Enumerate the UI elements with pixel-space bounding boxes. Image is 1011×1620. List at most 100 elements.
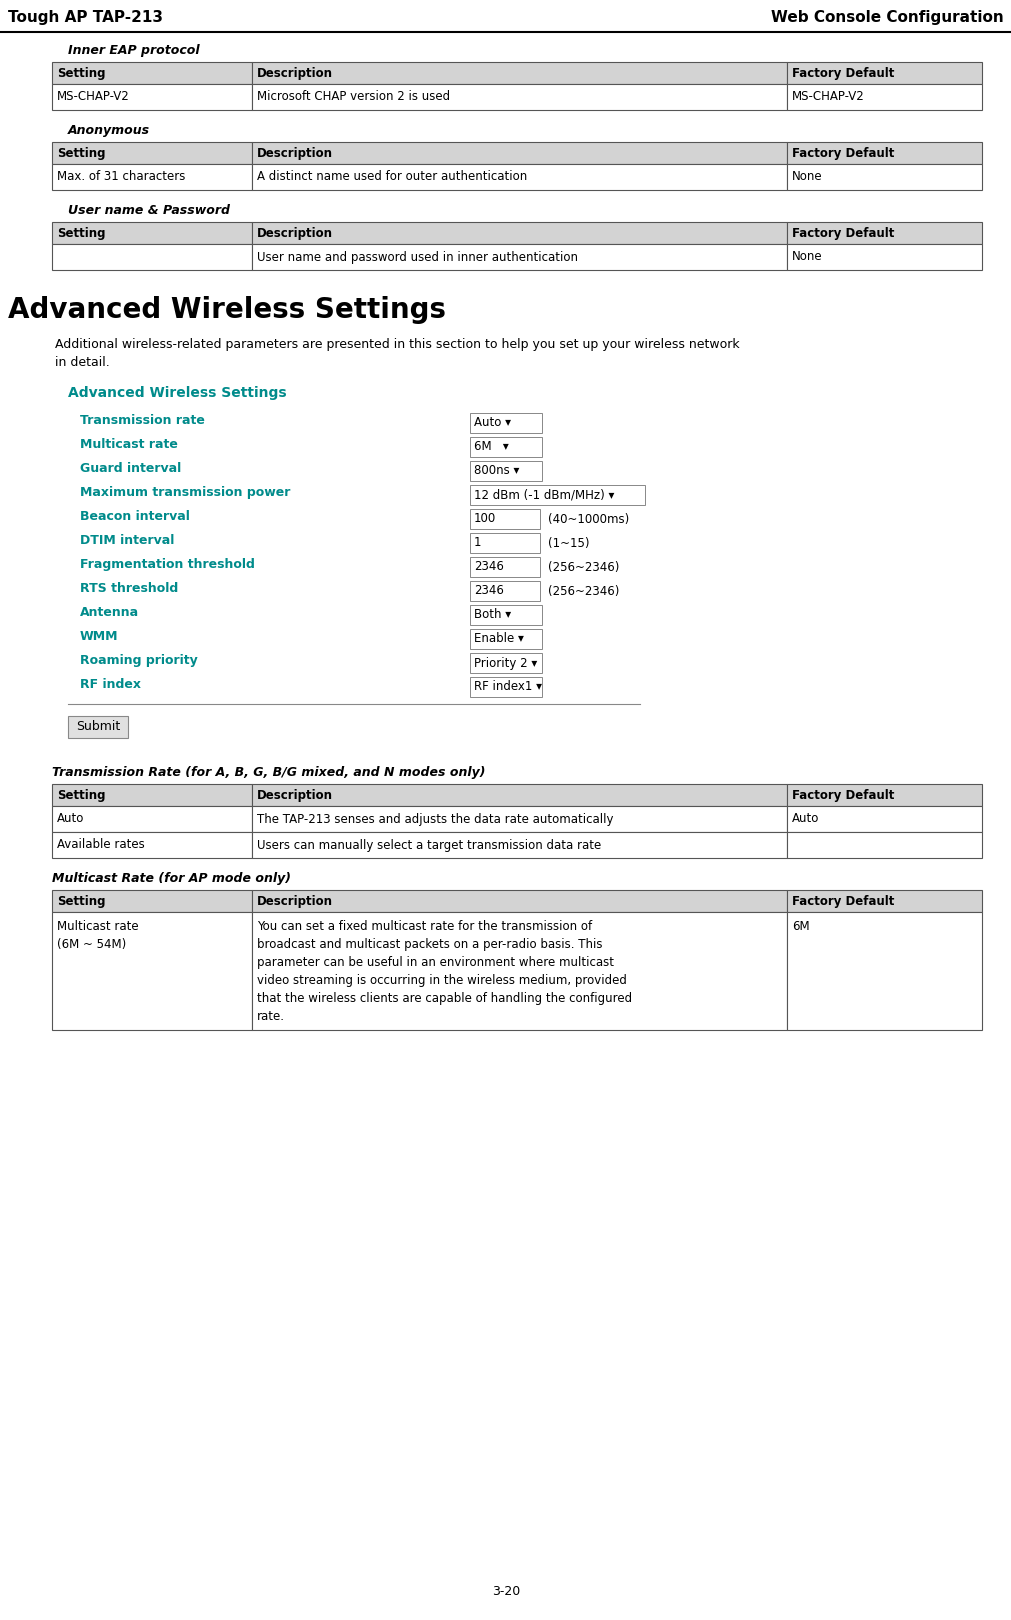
Text: Inner EAP protocol: Inner EAP protocol: [68, 44, 199, 57]
Bar: [469, 484, 644, 505]
Bar: [52, 143, 252, 164]
Text: Transmission rate: Transmission rate: [80, 415, 204, 428]
Text: Web Console Configuration: Web Console Configuration: [770, 10, 1003, 24]
Text: Factory Default: Factory Default: [791, 227, 893, 240]
Text: Available rates: Available rates: [57, 839, 145, 852]
Text: RF index: RF index: [80, 679, 141, 692]
Bar: [786, 912, 981, 1030]
Text: Antenna: Antenna: [80, 606, 139, 619]
Text: 6M: 6M: [791, 920, 809, 933]
Text: Setting: Setting: [57, 227, 105, 240]
Bar: [252, 62, 786, 84]
Text: Setting: Setting: [57, 146, 105, 159]
Bar: [469, 462, 542, 481]
Bar: [252, 245, 786, 271]
Text: RF index1 ▾: RF index1 ▾: [473, 680, 542, 693]
Bar: [469, 629, 542, 650]
Text: Auto: Auto: [791, 813, 818, 826]
Bar: [252, 222, 786, 245]
Text: Setting: Setting: [57, 894, 105, 907]
Bar: [786, 84, 981, 110]
Text: Tough AP TAP-213: Tough AP TAP-213: [8, 10, 163, 24]
Bar: [52, 164, 252, 190]
Text: Beacon interval: Beacon interval: [80, 510, 190, 523]
Text: Advanced Wireless Settings: Advanced Wireless Settings: [68, 386, 286, 400]
Text: in detail.: in detail.: [55, 356, 109, 369]
Text: Multicast Rate (for AP mode only): Multicast Rate (for AP mode only): [52, 872, 291, 885]
Text: DTIM interval: DTIM interval: [80, 535, 174, 548]
Bar: [786, 164, 981, 190]
Bar: [252, 912, 786, 1030]
Text: Description: Description: [257, 66, 333, 79]
Bar: [252, 807, 786, 833]
Bar: [252, 833, 786, 859]
Text: RTS threshold: RTS threshold: [80, 582, 178, 595]
Text: 3-20: 3-20: [491, 1584, 520, 1597]
Text: Additional wireless-related parameters are presented in this section to help you: Additional wireless-related parameters a…: [55, 339, 739, 352]
Text: 1: 1: [473, 536, 481, 549]
Text: You can set a fixed multicast rate for the transmission of
broadcast and multica: You can set a fixed multicast rate for t…: [257, 920, 632, 1022]
Text: Auto: Auto: [57, 813, 84, 826]
Bar: [52, 784, 252, 807]
Bar: [786, 143, 981, 164]
Text: Description: Description: [257, 894, 333, 907]
Text: Factory Default: Factory Default: [791, 894, 893, 907]
Text: Advanced Wireless Settings: Advanced Wireless Settings: [8, 296, 446, 324]
Text: Fragmentation threshold: Fragmentation threshold: [80, 557, 255, 570]
Text: Factory Default: Factory Default: [791, 66, 893, 79]
Text: Description: Description: [257, 789, 333, 802]
Bar: [786, 222, 981, 245]
Text: Max. of 31 characters: Max. of 31 characters: [57, 170, 185, 183]
Bar: [786, 62, 981, 84]
Text: 2346: 2346: [473, 585, 503, 598]
Bar: [52, 889, 252, 912]
Bar: [469, 437, 542, 457]
Bar: [469, 653, 542, 672]
Text: Users can manually select a target transmission data rate: Users can manually select a target trans…: [257, 839, 601, 852]
Text: Factory Default: Factory Default: [791, 789, 893, 802]
Bar: [52, 84, 252, 110]
Text: Microsoft CHAP version 2 is used: Microsoft CHAP version 2 is used: [257, 91, 450, 104]
Bar: [252, 164, 786, 190]
Text: Transmission Rate (for A, B, G, B/G mixed, and N modes only): Transmission Rate (for A, B, G, B/G mixe…: [52, 766, 485, 779]
Bar: [469, 533, 540, 552]
Bar: [52, 807, 252, 833]
Bar: [52, 912, 252, 1030]
Text: The TAP-213 senses and adjusts the data rate automatically: The TAP-213 senses and adjusts the data …: [257, 813, 613, 826]
Text: MS-CHAP-V2: MS-CHAP-V2: [57, 91, 129, 104]
Bar: [52, 245, 252, 271]
Text: (40~1000ms): (40~1000ms): [548, 512, 629, 525]
Text: Roaming priority: Roaming priority: [80, 654, 197, 667]
Text: 100: 100: [473, 512, 495, 525]
Bar: [68, 716, 127, 739]
Text: User name & Password: User name & Password: [68, 204, 229, 217]
Text: MS-CHAP-V2: MS-CHAP-V2: [791, 91, 863, 104]
Text: Auto ▾: Auto ▾: [473, 416, 511, 429]
Text: Setting: Setting: [57, 66, 105, 79]
Text: Multicast rate
(6M ~ 54M): Multicast rate (6M ~ 54M): [57, 920, 139, 951]
Bar: [252, 784, 786, 807]
Bar: [52, 62, 252, 84]
Text: 6M   ▾: 6M ▾: [473, 441, 509, 454]
Text: Maximum transmission power: Maximum transmission power: [80, 486, 290, 499]
Bar: [786, 784, 981, 807]
Bar: [786, 889, 981, 912]
Text: User name and password used in inner authentication: User name and password used in inner aut…: [257, 251, 577, 264]
Text: WMM: WMM: [80, 630, 118, 643]
Text: Factory Default: Factory Default: [791, 146, 893, 159]
Text: Anonymous: Anonymous: [68, 125, 150, 138]
Text: Both ▾: Both ▾: [473, 609, 511, 622]
Text: (256~2346): (256~2346): [548, 561, 619, 573]
Text: A distinct name used for outer authentication: A distinct name used for outer authentic…: [257, 170, 527, 183]
Bar: [469, 582, 540, 601]
Bar: [786, 245, 981, 271]
Bar: [469, 557, 540, 577]
Text: Multicast rate: Multicast rate: [80, 437, 178, 450]
Text: (1~15): (1~15): [548, 536, 589, 549]
Bar: [252, 143, 786, 164]
Text: Description: Description: [257, 227, 333, 240]
Bar: [252, 84, 786, 110]
Text: Setting: Setting: [57, 789, 105, 802]
Text: Submit: Submit: [76, 721, 120, 734]
Text: Guard interval: Guard interval: [80, 462, 181, 475]
